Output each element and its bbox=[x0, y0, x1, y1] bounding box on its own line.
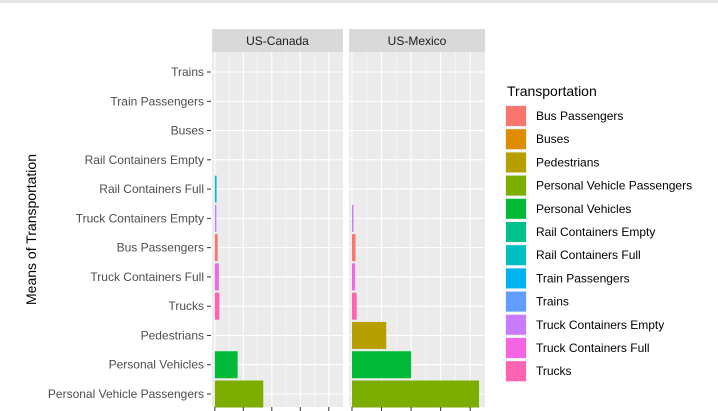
bar-us-canada-personal-vehicle-passengers bbox=[214, 380, 264, 408]
bar-us-canada-trucks bbox=[214, 292, 220, 320]
top-border bbox=[0, 0, 718, 3]
bar-us-mexico-truck-containers-empty bbox=[351, 204, 354, 232]
panel-background-us-canada bbox=[212, 52, 343, 407]
legend-swatch-personal-vehicle-passengers bbox=[506, 175, 526, 196]
y-axis-title: Means of Transportation bbox=[23, 154, 39, 305]
facet-label-us-canada: US-Canada bbox=[246, 34, 309, 48]
legend-swatch-personal-vehicles bbox=[506, 198, 526, 219]
bar-us-mexico-personal-vehicles bbox=[351, 351, 412, 379]
legend-swatch-train-passengers bbox=[506, 268, 526, 289]
legend-label-trucks: Trucks bbox=[536, 364, 572, 378]
facet-strip-us-mexico bbox=[349, 29, 485, 52]
category-label-buses: Buses bbox=[171, 124, 204, 138]
legend-swatch-rail-containers-full bbox=[506, 245, 526, 266]
category-label-truck-containers-full: Truck Containers Full bbox=[90, 270, 204, 284]
category-label-personal-vehicle-passengers: Personal Vehicle Passengers bbox=[48, 387, 204, 401]
category-label-truck-containers-empty: Truck Containers Empty bbox=[76, 211, 204, 225]
bar-us-mexico-truck-containers-full bbox=[351, 263, 355, 291]
legend-title: Transportation bbox=[507, 83, 597, 99]
category-label-trucks: Trucks bbox=[168, 299, 204, 313]
category-label-personal-vehicles: Personal Vehicles bbox=[109, 358, 204, 372]
bar-us-canada-truck-containers-empty bbox=[214, 204, 217, 232]
legend-label-buses: Buses bbox=[536, 132, 569, 146]
bar-us-mexico-trucks bbox=[351, 292, 357, 320]
bar-us-canada-truck-containers-full bbox=[214, 263, 219, 291]
legend-label-pedestrians: Pedestrians bbox=[536, 155, 599, 169]
legend-label-personal-vehicle-passengers: Personal Vehicle Passengers bbox=[536, 179, 692, 193]
legend-label-bus-passengers: Bus Passengers bbox=[536, 109, 623, 123]
legend-label-truck-containers-empty: Truck Containers Empty bbox=[536, 318, 664, 332]
legend-swatch-rail-containers-empty bbox=[506, 222, 526, 242]
bar-us-mexico-pedestrians bbox=[351, 321, 387, 349]
category-label-trains: Trains bbox=[171, 65, 204, 79]
bar-us-canada-personal-vehicles bbox=[214, 351, 238, 379]
facet-strip-us-canada bbox=[212, 29, 343, 52]
legend-swatch-buses bbox=[506, 129, 526, 150]
bar-us-canada-rail-containers-full bbox=[214, 175, 217, 203]
bar-us-mexico-personal-vehicle-passengers bbox=[351, 380, 480, 408]
category-label-pedestrians: Pedestrians bbox=[141, 328, 204, 342]
legend-swatch-truck-containers-full bbox=[506, 338, 526, 358]
legend-label-personal-vehicles: Personal Vehicles bbox=[536, 202, 631, 216]
legend-label-truck-containers-full: Truck Containers Full bbox=[536, 341, 650, 355]
legend-swatch-truck-containers-empty bbox=[506, 314, 526, 335]
category-label-rail-containers-full: Rail Containers Full bbox=[99, 182, 204, 196]
category-label-train-passengers: Train Passengers bbox=[110, 94, 204, 108]
legend-label-rail-containers-full: Rail Containers Full bbox=[536, 248, 641, 262]
legend-swatch-trains bbox=[506, 291, 526, 312]
bar-us-canada-bus-passengers bbox=[214, 234, 218, 262]
legend-swatch-pedestrians bbox=[506, 152, 526, 173]
bar-us-mexico-bus-passengers bbox=[351, 234, 356, 262]
legend-label-trains: Trains bbox=[536, 295, 569, 309]
category-label-rail-containers-empty: Rail Containers Empty bbox=[85, 153, 204, 167]
legend-label-train-passengers: Train Passengers bbox=[536, 271, 630, 285]
category-label-bus-passengers: Bus Passengers bbox=[117, 241, 204, 255]
legend-swatch-bus-passengers bbox=[506, 106, 526, 126]
legend-swatch-trucks bbox=[506, 361, 526, 382]
legend-label-rail-containers-empty: Rail Containers Empty bbox=[536, 225, 655, 239]
facet-label-us-mexico: US-Mexico bbox=[388, 34, 447, 48]
